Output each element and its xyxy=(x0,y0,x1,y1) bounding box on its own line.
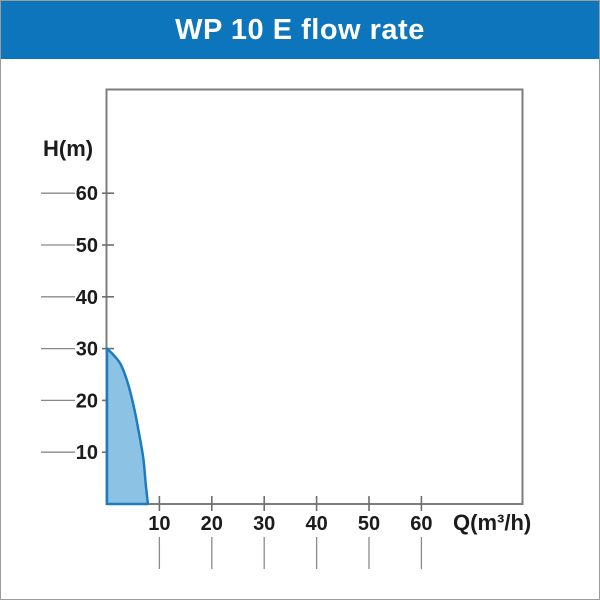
y-tick-label: 40 xyxy=(76,287,98,309)
x-tick-label: 30 xyxy=(253,513,275,535)
y-tick-label: 50 xyxy=(76,235,98,257)
chart-title: WP 10 E flow rate xyxy=(175,13,425,46)
x-tick-label: 60 xyxy=(410,513,432,535)
pump-flow-curve xyxy=(105,347,150,506)
x-tick-label: 50 xyxy=(358,513,380,535)
y-tick-label: 60 xyxy=(76,183,98,205)
y-axis-label: H(m) xyxy=(43,136,93,161)
y-axis: 60 50 40 30 20 10 xyxy=(41,183,114,464)
x-tick-label: 10 xyxy=(148,513,170,535)
y-tick-label: 20 xyxy=(76,390,98,412)
x-axis: 10 20 30 40 50 60 xyxy=(148,496,433,569)
x-tick-label: 20 xyxy=(201,513,223,535)
x-axis-label: Q(m³/h) xyxy=(453,510,531,535)
plot-area-border xyxy=(105,88,524,505)
x-tick-label: 40 xyxy=(305,513,327,535)
y-tick-label: 30 xyxy=(76,339,98,361)
chart-title-bar: WP 10 E flow rate xyxy=(1,1,599,59)
y-tick-label: 10 xyxy=(76,442,98,464)
